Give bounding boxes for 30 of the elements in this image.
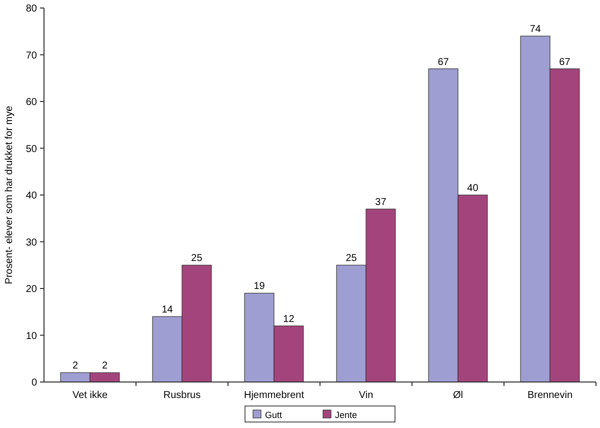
- y-tick-label: 80: [26, 4, 38, 14]
- y-tick-label: 20: [26, 284, 38, 295]
- data-label: 37: [375, 197, 387, 208]
- legend-label: Jente: [335, 410, 358, 420]
- y-axis-title: Prosent- elever som har drukket for mye: [4, 105, 15, 284]
- x-tick-label: Øl: [453, 390, 463, 401]
- y-tick-label: 60: [26, 97, 38, 108]
- data-label: 25: [346, 253, 358, 264]
- data-label: 25: [191, 253, 203, 264]
- legend-label: Gutt: [265, 410, 283, 420]
- y-tick-label: 40: [26, 190, 38, 202]
- x-tick-label: Brennevin: [527, 390, 573, 401]
- data-label: 67: [438, 56, 450, 68]
- y-tick-label: 50: [26, 144, 38, 155]
- y-tick-label: 0: [31, 378, 38, 388]
- data-label: 40: [467, 183, 479, 194]
- data-label: 19: [254, 281, 266, 292]
- data-label: 2: [102, 360, 108, 372]
- x-tick-label: Vin: [358, 390, 374, 401]
- y-tick-label: 10: [26, 330, 38, 342]
- data-label: 14: [162, 304, 174, 316]
- x-tick-label: Hjemmebrent: [244, 390, 304, 401]
- data-label: 67: [559, 56, 571, 68]
- x-tick-label: Vet ikke: [72, 390, 108, 401]
- data-label: 2: [72, 360, 78, 372]
- data-label: 74: [530, 24, 542, 36]
- data-label: 12: [283, 314, 295, 325]
- y-tick-label: 70: [26, 50, 38, 62]
- x-tick-label: Rusbrus: [163, 390, 201, 401]
- y-tick-label: 30: [26, 237, 38, 248]
